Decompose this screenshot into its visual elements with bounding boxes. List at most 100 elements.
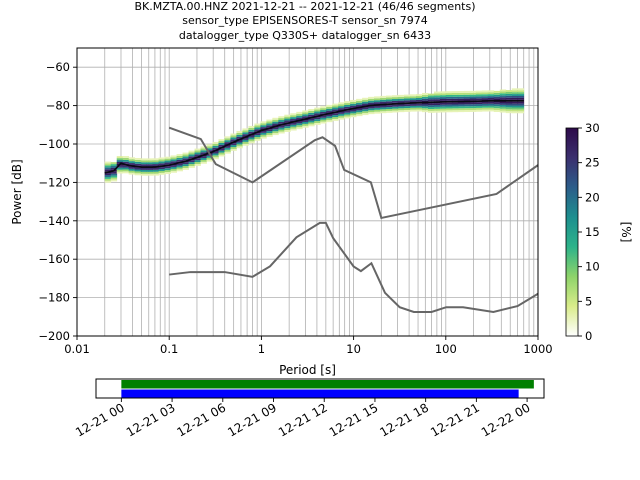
- psd-cell: [517, 88, 525, 91]
- psd-cell: [338, 113, 345, 116]
- psd-cell: [278, 129, 285, 132]
- psd-cell: [176, 169, 183, 172]
- psd-cell: [338, 106, 345, 109]
- psd-cell: [517, 94, 525, 96]
- psd-cell: [392, 108, 399, 111]
- psd-cell: [362, 99, 369, 102]
- psd-cell: [302, 123, 309, 126]
- psd-cell: [122, 161, 130, 164]
- psd-cell: [499, 93, 507, 96]
- psd-cell: [176, 159, 183, 162]
- psd-cell: [314, 113, 321, 116]
- psd-cell: [266, 119, 273, 122]
- psd-cell: [320, 108, 327, 111]
- psd-cell: [110, 164, 118, 167]
- grid: [76, 48, 538, 337]
- psd-cell: [308, 114, 315, 117]
- timeline-tick-label: 12-21 00: [73, 400, 127, 439]
- psd-cell: [326, 106, 333, 109]
- psd-cell: [386, 99, 393, 102]
- psd-cell: [176, 165, 183, 168]
- psd-cell: [493, 110, 501, 113]
- psd-cell: [332, 105, 339, 108]
- psd-cell: [104, 163, 112, 166]
- psd-cell: [254, 129, 261, 132]
- psd-cell: [409, 94, 417, 97]
- psd-cell: [409, 98, 417, 101]
- psd-cell: [409, 105, 417, 108]
- psd-cell: [230, 139, 237, 142]
- psd-cell: [236, 142, 243, 145]
- psd-cell: [230, 135, 237, 138]
- psd-cell: [481, 96, 489, 99]
- psd-cell: [344, 106, 351, 109]
- psd-cell: [380, 111, 387, 114]
- psd-cell: [517, 92, 525, 95]
- psd-cell: [344, 114, 351, 117]
- psd-cell: [242, 139, 249, 142]
- colorbar-bar: [565, 127, 579, 337]
- psd-cell: [350, 101, 357, 104]
- psd-cell: [296, 123, 303, 126]
- psd-cell: [362, 111, 369, 114]
- psd-cell: [326, 110, 333, 113]
- psd-cell: [218, 139, 225, 142]
- psd-cell: [302, 121, 309, 124]
- psd-cell: [481, 101, 489, 104]
- timeline-bar: [121, 389, 519, 398]
- psd-cell: [176, 155, 183, 158]
- psd-cell: [332, 117, 339, 119]
- psd-cell: [344, 101, 351, 104]
- psd-cell: [421, 96, 429, 99]
- psd-cell: [266, 125, 273, 128]
- psd-cell: [499, 91, 507, 94]
- psd-cell: [433, 93, 441, 96]
- psd-cell: [362, 109, 369, 112]
- psd-cell: [128, 157, 136, 160]
- psd-cell: [457, 102, 465, 105]
- psd-cell: [128, 161, 136, 164]
- psd-cell: [182, 164, 189, 167]
- psd-cell: [254, 127, 261, 130]
- psd-cell: [194, 150, 201, 153]
- psd-cell: [206, 146, 213, 149]
- psd-cell: [182, 166, 189, 168]
- psd-cell: [254, 138, 261, 141]
- psd-cell: [254, 135, 261, 137]
- psd-plot: 0.01 0.1 1 10 100 1000 −200 −180 −160 −140 −120 −10…: [10, 47, 553, 377]
- psd-cell: [290, 124, 297, 127]
- psd-cell: [200, 148, 207, 151]
- psd-cell: [451, 92, 459, 95]
- psd-cell: [445, 93, 453, 95]
- psd-cell: [200, 159, 207, 162]
- psd-cell: [260, 136, 267, 139]
- psd-cell: [511, 111, 519, 114]
- psd-cell: [146, 160, 154, 163]
- psd-cell: [128, 170, 136, 173]
- psd-cell: [278, 118, 285, 121]
- psd-cell: [116, 161, 124, 164]
- psd-cell: [290, 113, 297, 116]
- psd-cell: [332, 115, 339, 118]
- psd-cell: [104, 169, 112, 172]
- psd-cell: [409, 109, 417, 112]
- psd-cell: [200, 156, 207, 158]
- psd-cell: [332, 103, 339, 106]
- psd-cell: [374, 98, 381, 101]
- psd-cell: [152, 167, 160, 170]
- psd-cell: [146, 164, 154, 167]
- psd-cell: [356, 102, 363, 105]
- psd-cell: [188, 152, 195, 155]
- psd-cell: [511, 101, 519, 104]
- psd-cell: [110, 166, 118, 168]
- psd-cell: [499, 89, 507, 92]
- psd-cell: [505, 105, 513, 108]
- psd-cell: [170, 155, 177, 158]
- psd-cell: [392, 100, 399, 103]
- psd-cell: [236, 140, 243, 143]
- psd-cell: [134, 169, 142, 172]
- psd-cell: [194, 158, 201, 161]
- psd-cell: [481, 107, 489, 110]
- psd-cell: [404, 96, 411, 99]
- psd-cell: [320, 117, 327, 120]
